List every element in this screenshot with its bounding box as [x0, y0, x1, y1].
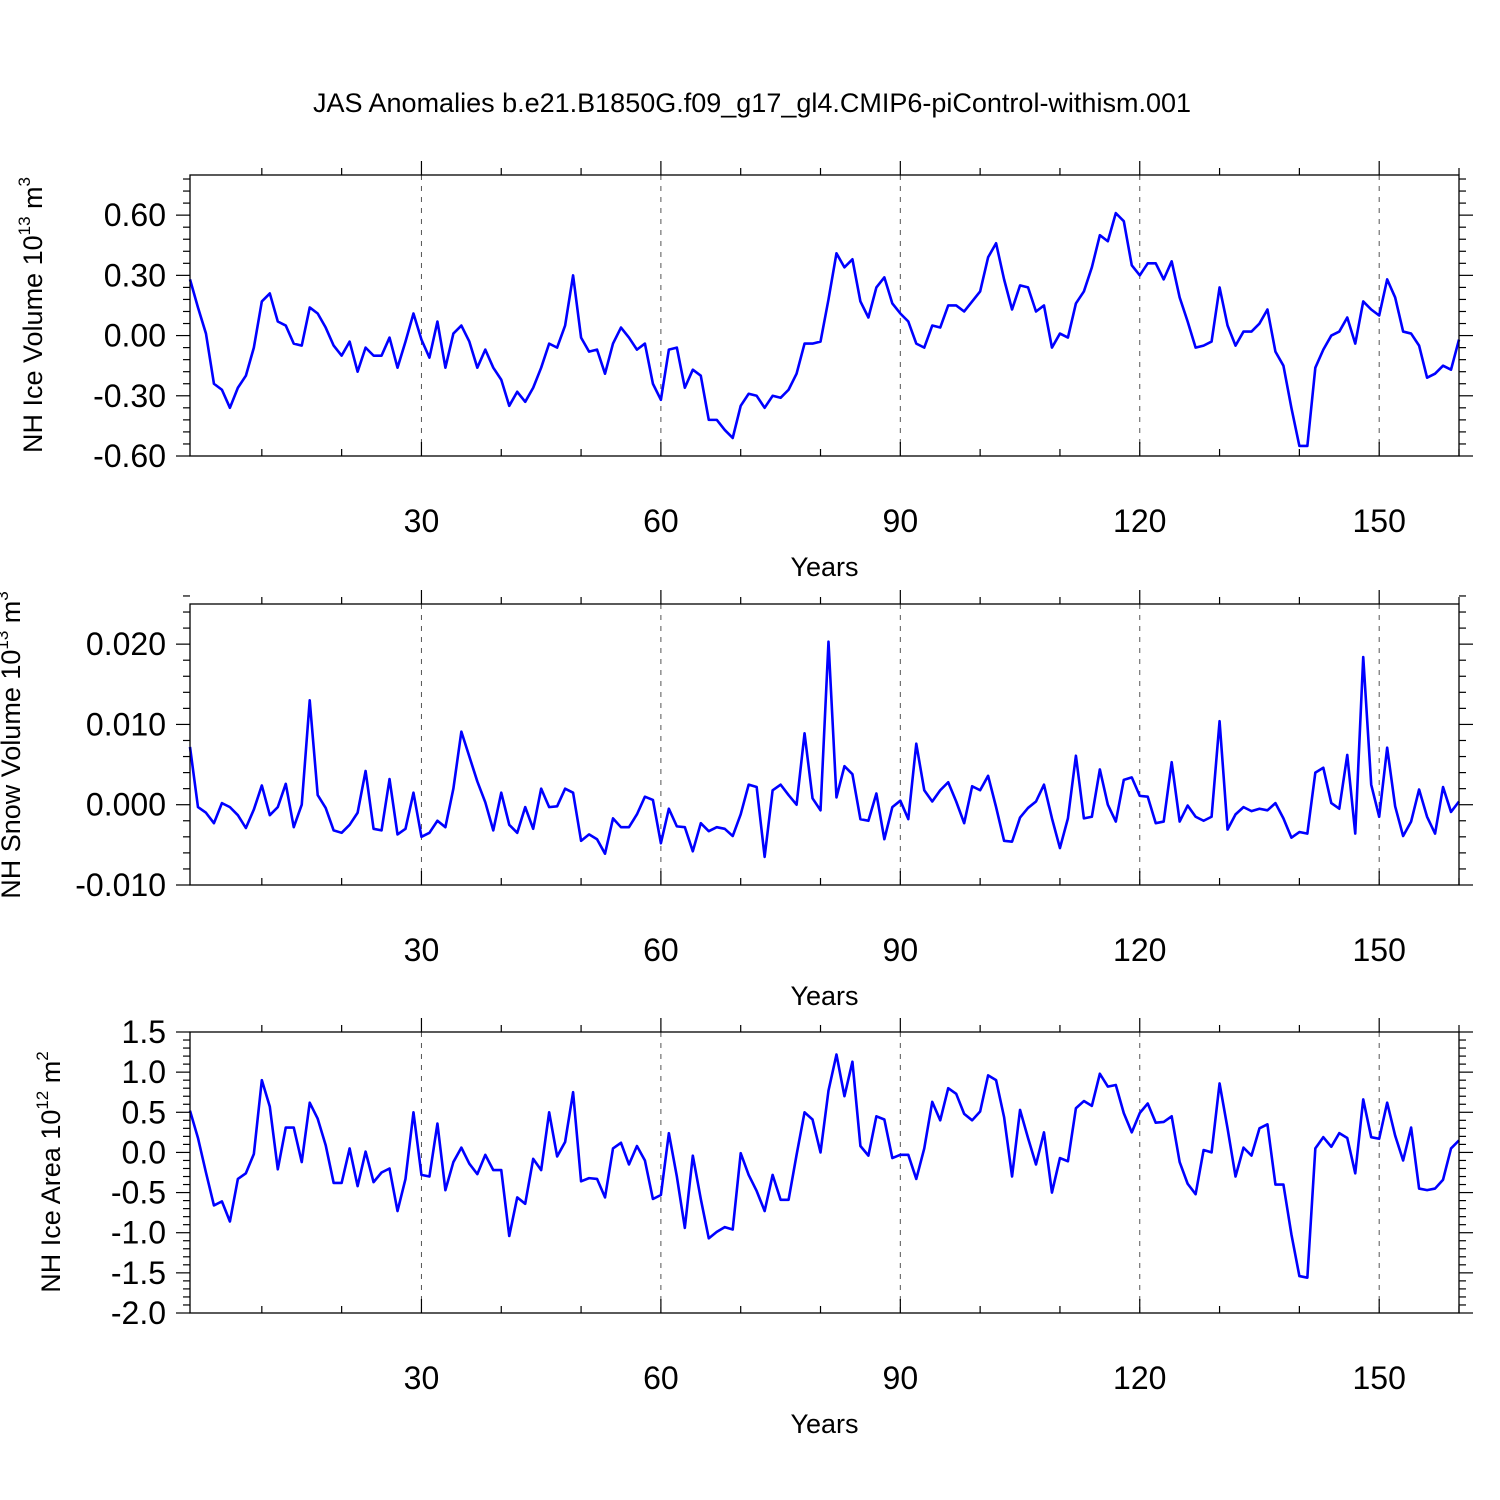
x-tick-label: 150: [1352, 1360, 1405, 1396]
x-tick-label: 30: [404, 503, 440, 539]
y-tick-label: 0.30: [104, 257, 166, 293]
x-axis-label: Years: [790, 981, 858, 1011]
y-axis-label-unit: m: [0, 601, 26, 631]
y-tick-label: 0.0: [122, 1134, 166, 1170]
y-axis-label: NH Snow Volume 1013 m3: [0, 591, 26, 899]
y-axis-label-text: NH Snow Volume 10: [0, 650, 26, 899]
plot-frame: [189, 174, 1460, 457]
y-axis-label-unit: m: [36, 1061, 66, 1091]
y-tick-label: 0.00: [104, 318, 166, 354]
x-tick-label: 90: [883, 503, 919, 539]
y-tick-label: 0.5: [122, 1094, 166, 1130]
x-tick-label: 90: [883, 1360, 919, 1396]
x-tick-label: 150: [1352, 503, 1405, 539]
panel-nh-snow-volume: 30 60 90 120 150 Years -0.010 0.000 0.010 0.020 NH…: [0, 590, 1473, 1011]
x-tick-label: 120: [1113, 932, 1166, 968]
plot-frame: [189, 1031, 1460, 1314]
y-tick-label: 0.60: [104, 197, 166, 233]
x-tick-label: 120: [1113, 1360, 1166, 1396]
y-tick-label: -1.5: [111, 1255, 166, 1291]
series-line: [188, 640, 1461, 859]
y-axis-label-unit-exponent: 3: [0, 591, 12, 600]
y-tick-label: -0.5: [111, 1175, 166, 1211]
y-tick-label: -1.0: [111, 1215, 166, 1251]
x-tick-label: 30: [404, 932, 440, 968]
y-axis-label-unit-exponent: 2: [33, 1051, 52, 1060]
y-axis-label-unit-exponent: 3: [15, 177, 34, 186]
chart-title: JAS Anomalies b.e21.B1850G.f09_g17_gl4.C…: [313, 88, 1191, 118]
panel-nh-ice-volume: 30 60 90 120 150 Years -0.60 -0.30 0.00 0.30 0.60 N…: [15, 161, 1473, 582]
y-tick-label: -0.010: [75, 867, 166, 903]
y-tick-label: 0.000: [86, 787, 166, 823]
series-line: [188, 211, 1461, 448]
y-tick-label: -0.60: [93, 438, 166, 474]
y-axis-label-exponent: 13: [0, 631, 12, 650]
y-tick-label: -0.30: [93, 378, 166, 414]
y-tick-label: -2.0: [111, 1295, 166, 1331]
x-axis-label: Years: [790, 1409, 858, 1439]
y-axis-label-exponent: 12: [33, 1091, 52, 1110]
x-tick-label: 60: [643, 932, 679, 968]
x-tick-label: 60: [643, 503, 679, 539]
y-tick-label: 0.020: [86, 626, 166, 662]
y-axis-label: NH Ice Area 1012 m2: [33, 1051, 66, 1292]
y-tick-label: 1.5: [122, 1014, 166, 1050]
y-axis-label-text: NH Ice Volume 10: [18, 235, 48, 453]
x-tick-label: 60: [643, 1360, 679, 1396]
panel-nh-ice-area: 30 60 90 120 150 Years -2.0 -1.5 -1.0 -0.5 0.0 0.5 1…: [33, 1014, 1473, 1439]
plot-frame: [189, 603, 1460, 886]
y-tick-label: 1.0: [122, 1054, 166, 1090]
y-axis-label-exponent: 13: [15, 216, 34, 235]
x-tick-label: 30: [404, 1360, 440, 1396]
y-tick-label: 0.010: [86, 706, 166, 742]
y-axis-label-text: NH Ice Area 10: [36, 1110, 66, 1293]
x-tick-label: 150: [1352, 932, 1405, 968]
y-axis-label: NH Ice Volume 1013 m3: [15, 177, 48, 453]
x-tick-label: 90: [883, 932, 919, 968]
series-line: [188, 1053, 1460, 1279]
x-axis-label: Years: [790, 552, 858, 582]
y-axis-label-unit: m: [18, 186, 48, 216]
x-tick-label: 120: [1113, 503, 1166, 539]
